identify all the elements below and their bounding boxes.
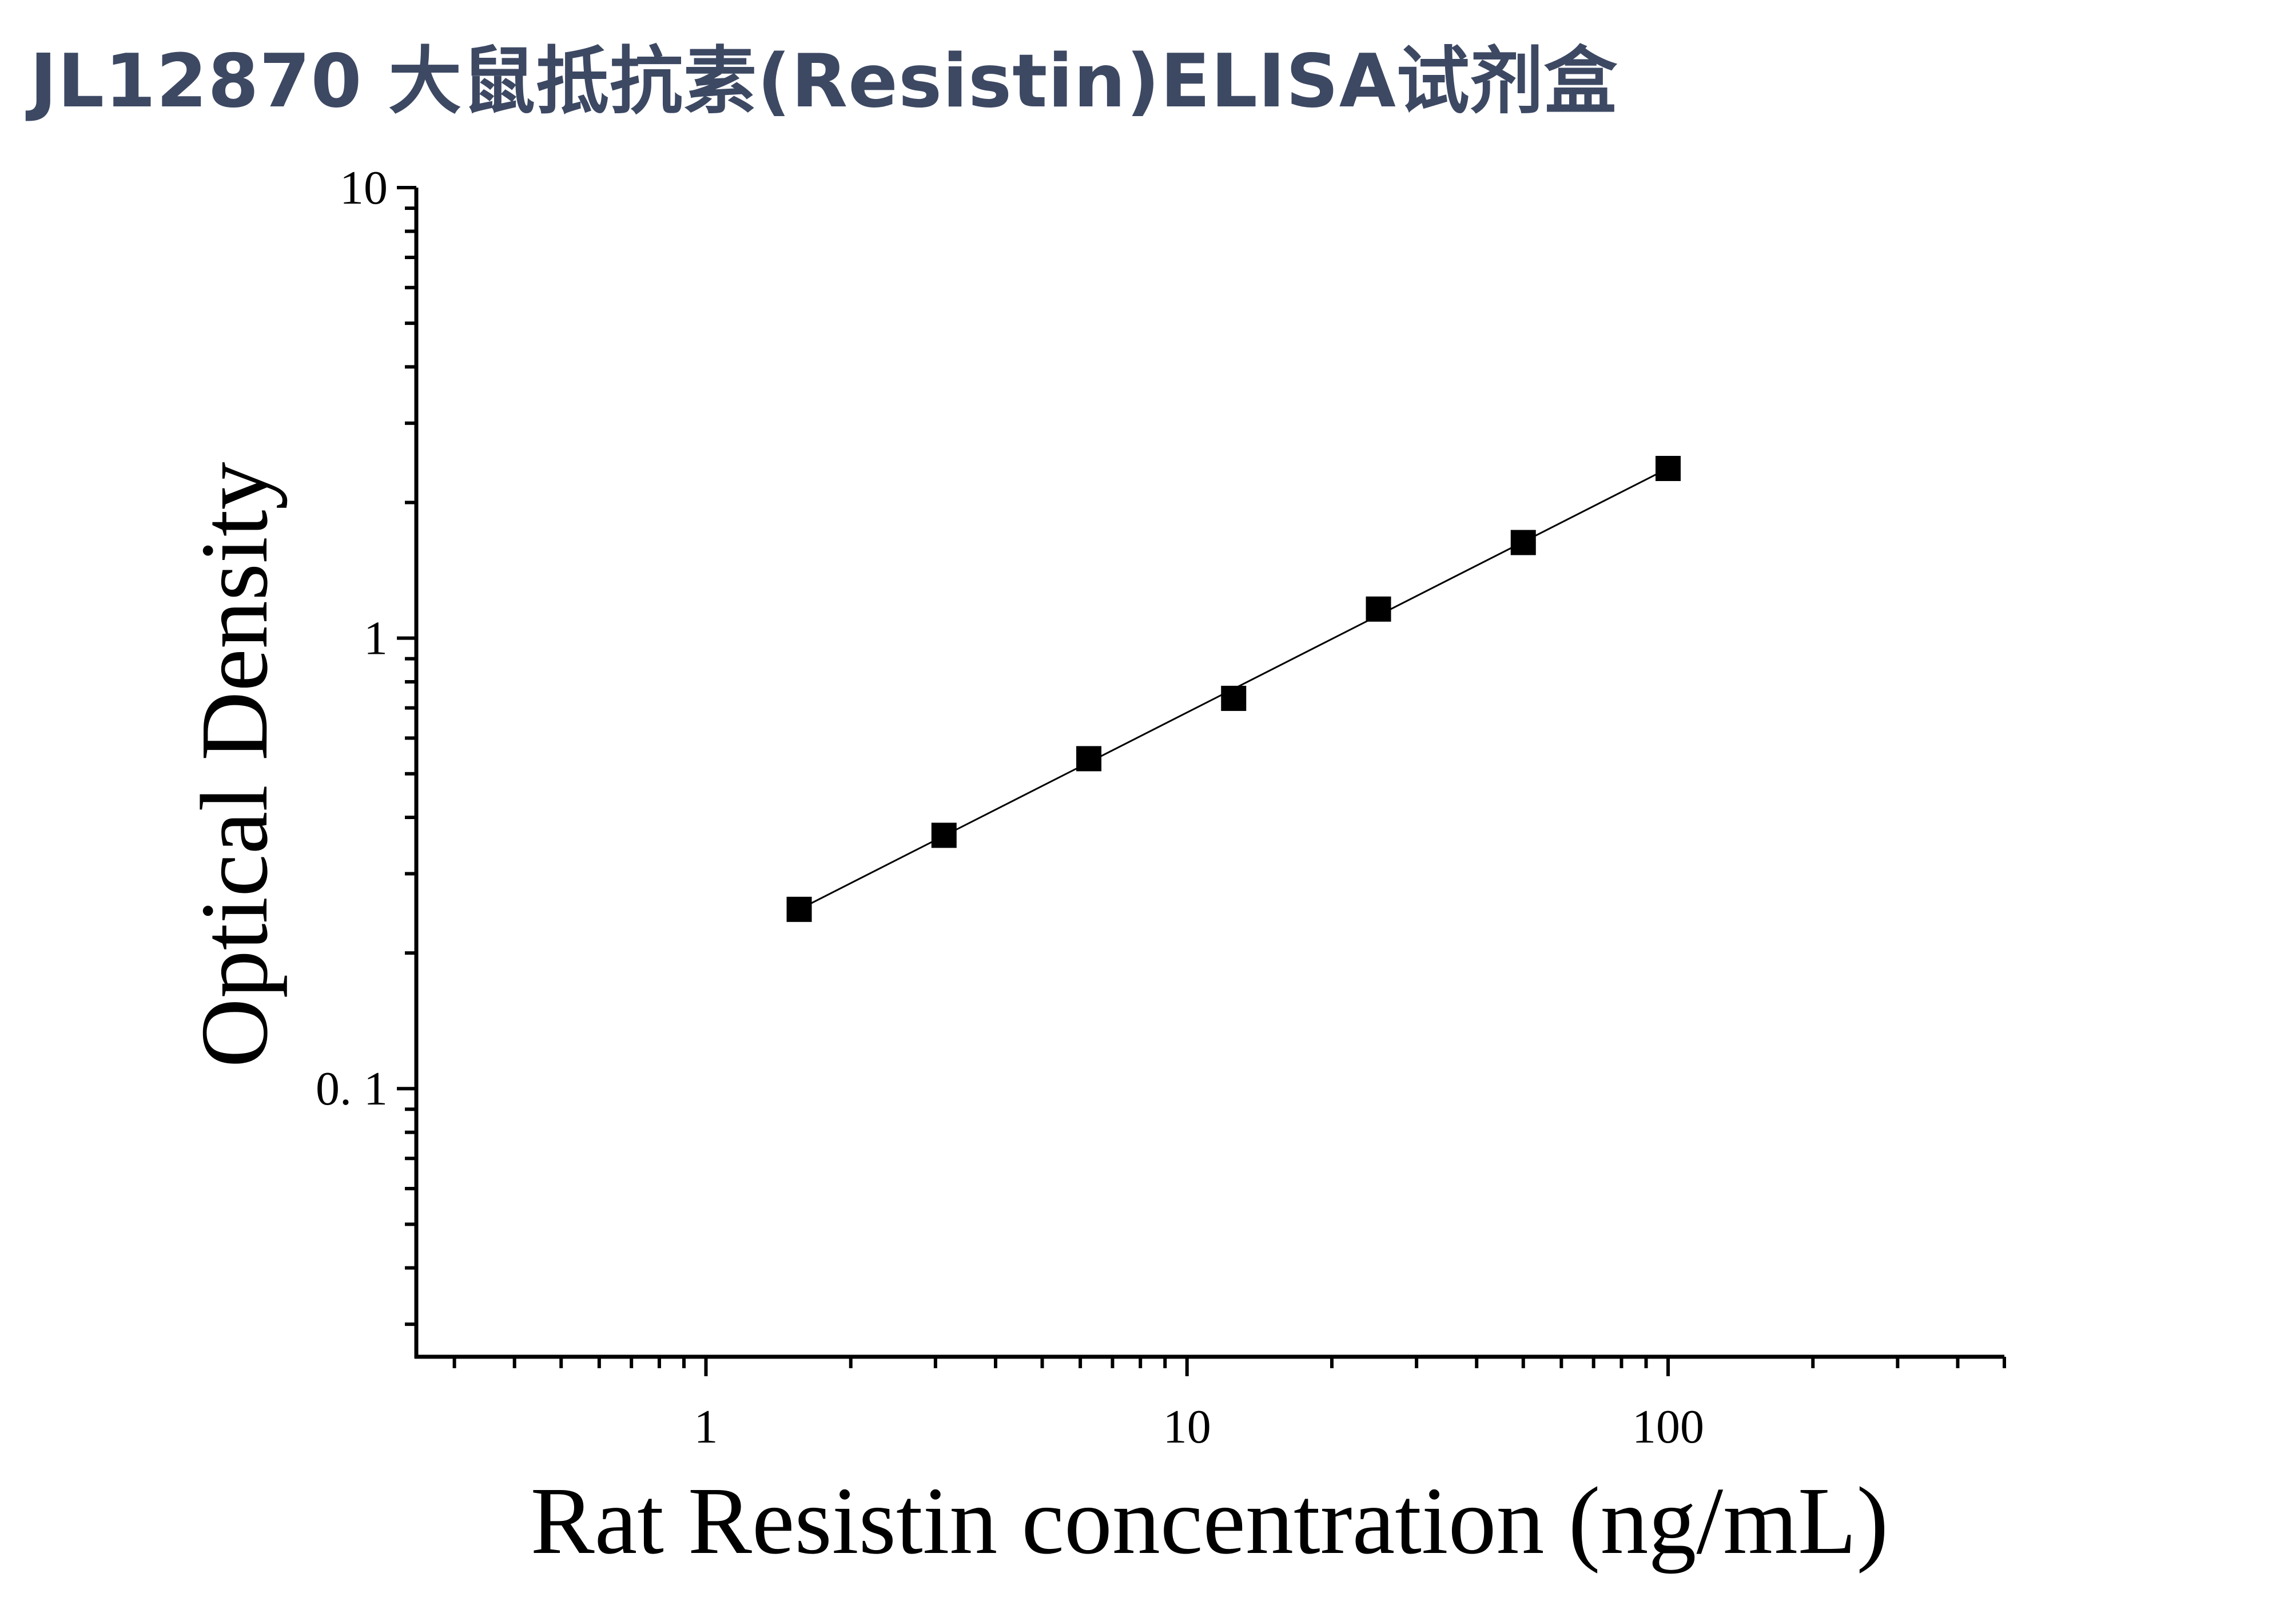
x-axis-label: Rat Resistin concentration (ng/mL)	[531, 1468, 1889, 1574]
data-point	[1076, 746, 1102, 772]
data-point	[1366, 596, 1391, 622]
data-point	[1655, 456, 1681, 482]
data-point	[1221, 685, 1247, 711]
x-tick-label: 100	[1632, 1400, 1704, 1453]
x-tick-label: 1	[694, 1400, 718, 1453]
data-point	[931, 823, 957, 848]
y-axis-label: Optical Density	[181, 462, 288, 1067]
y-tick-label: 1	[364, 612, 388, 665]
y-tick-label: 10	[340, 161, 388, 214]
data-series	[786, 456, 1681, 922]
x-axis-ticks: 1 10 100	[452, 1357, 2006, 1453]
page-title: JL12870 大鼠抵抗素(Resistin)ELISA试剂盒	[30, 39, 1618, 124]
x-tick-label: 10	[1163, 1400, 1211, 1453]
y-tick-label: 0. 1	[316, 1062, 388, 1115]
data-point	[1510, 530, 1536, 555]
data-point	[786, 896, 812, 922]
axes	[414, 188, 2004, 1359]
y-axis-ticks: 0. 1 1 10	[316, 161, 416, 1326]
